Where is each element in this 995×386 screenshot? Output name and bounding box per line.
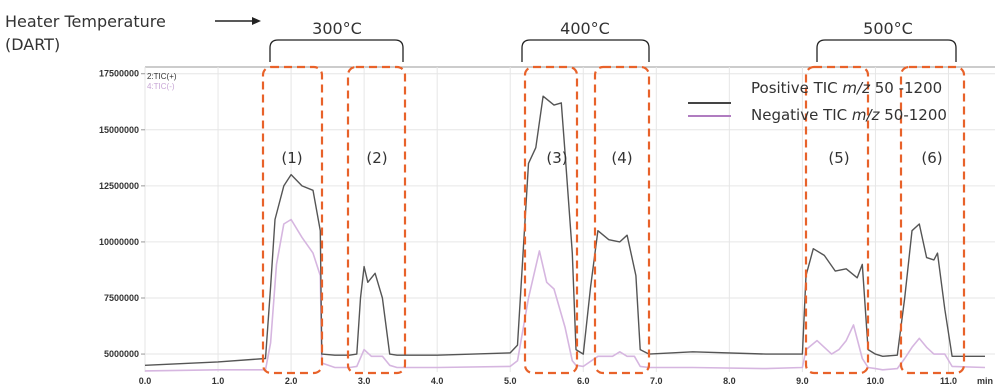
x-tick-label: 3.0	[358, 376, 371, 386]
region-label-3: (3)	[546, 149, 567, 167]
temperature-label-400: 400°C	[560, 19, 610, 38]
region-label-4: (4)	[611, 149, 632, 167]
arrow-right-icon	[215, 17, 261, 25]
region-box-1	[261, 65, 324, 375]
x-tick-label: 10.0	[867, 376, 885, 386]
series-lines	[144, 95, 986, 372]
x-tick-label: 7.0	[650, 376, 663, 386]
legend-label-negative: Negative TIC m/z 50-1200	[751, 106, 947, 124]
temperature-bracket-300: 300°C	[269, 19, 404, 62]
series-line-positive-tic	[144, 95, 985, 366]
y-tick-label: 17500000	[99, 69, 139, 79]
region-label-6: (6)	[921, 149, 942, 167]
region-label-2: (2)	[366, 149, 387, 167]
x-tick-label: 0.0	[139, 376, 152, 386]
x-tick-label: 9.0	[796, 376, 809, 386]
x-tick-label: 8.0	[723, 376, 736, 386]
y-tick-label: 15000000	[99, 125, 139, 135]
x-tick-label: 5.0	[504, 376, 517, 386]
trace-label-negative: 4:TIC(-)	[147, 82, 175, 91]
region-label-1: (1)	[281, 149, 302, 167]
temperature-label-300: 300°C	[312, 19, 362, 38]
heater-label: Heater Temperature	[5, 12, 166, 31]
x-tick-label: 2.0	[285, 376, 298, 386]
grid-lines	[144, 67, 995, 372]
region-box-5	[804, 65, 870, 375]
legend: Positive TIC m/z 50 -1200 Negative TIC m…	[688, 79, 947, 124]
x-tick-label: 1.0	[212, 376, 225, 386]
trace-label-positive: 2:TIC(+)	[147, 72, 177, 81]
temperature-label-500: 500°C	[863, 19, 913, 38]
legend-label-positive: Positive TIC m/z 50 -1200	[751, 79, 942, 97]
y-tick-label: 12500000	[99, 181, 139, 191]
region-box-4	[593, 65, 651, 375]
region-label-5: (5)	[828, 149, 849, 167]
y-axis-ticks: 5000000 7500000 10000000 12500000 15000000 17…	[99, 69, 145, 359]
y-tick-label: 5000000	[104, 349, 139, 359]
region-box-3	[523, 65, 579, 375]
region-box-2	[346, 65, 407, 375]
y-tick-label: 7500000	[104, 293, 139, 303]
x-tick-label: 6.0	[577, 376, 590, 386]
x-tick-label: 4.0	[431, 376, 444, 386]
y-tick-label: 10000000	[99, 237, 139, 247]
x-tick-label: 11.0	[940, 376, 957, 386]
temperature-bracket-500: 500°C	[816, 19, 957, 62]
region-highlight-boxes	[261, 65, 966, 375]
x-axis-ticks: 0.0 1.0 2.0 3.0 4.0 5.0 6.0 7.0 8.0 9.0 10.0 11.0 mi…	[139, 376, 993, 386]
temperature-bracket-400: 400°C	[521, 19, 650, 62]
x-axis-unit-label: min	[977, 376, 993, 386]
heater-label-sub: (DART)	[5, 35, 60, 54]
region-labels: (1) (2) (3) (4) (5) (6)	[281, 149, 942, 167]
region-box-6	[899, 65, 966, 375]
